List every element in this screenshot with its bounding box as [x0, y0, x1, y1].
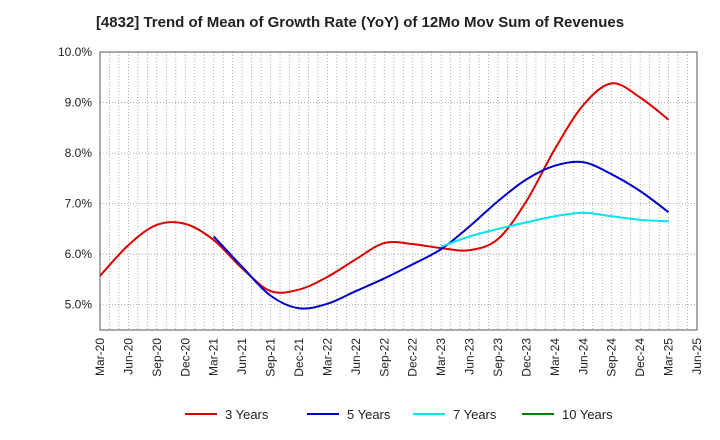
x-tick-label: Jun-24 — [576, 338, 590, 375]
y-tick-label: 8.0% — [65, 146, 93, 160]
axis-layer: 5.0% 6.0% 7.0% 8.0% 9.0% 10.0% Mar-20 Jun-20 Sep… — [58, 45, 704, 377]
series-line-3-years — [99, 82, 670, 294]
x-tick-label: Mar-24 — [548, 338, 562, 376]
grid-layer — [99, 51, 698, 330]
y-tick-label: 9.0% — [65, 96, 93, 110]
x-tick-label: Jun-23 — [463, 338, 477, 375]
y-tick-label: 10.0% — [58, 45, 92, 59]
x-tick-label: Dec-24 — [633, 338, 647, 377]
x-tick-label: Jun-20 — [121, 338, 135, 375]
legend-label-3-years: 3 Years — [225, 407, 269, 422]
x-tick-label: Dec-20 — [178, 338, 192, 377]
series-layer — [99, 82, 670, 310]
x-tick-label: Jun-21 — [235, 338, 249, 375]
x-tick-label: Mar-20 — [93, 338, 107, 376]
x-tick-label: Mar-23 — [434, 338, 448, 376]
series-line-7-years — [440, 211, 669, 248]
legend-label-10-years: 10 Years — [562, 407, 613, 422]
x-tick-label: Sep-22 — [377, 338, 391, 377]
series-line-5-years — [212, 160, 670, 310]
legend: 3 Years 5 Years 7 Years 10 Years — [185, 407, 613, 422]
legend-label-5-years: 5 Years — [347, 407, 391, 422]
y-tick-label: 6.0% — [65, 247, 93, 261]
x-tick-label: Jun-25 — [690, 338, 704, 375]
y-tick-label: 5.0% — [65, 298, 93, 312]
x-tick-label: Jun-22 — [349, 338, 363, 375]
legend-label-7-years: 7 Years — [453, 407, 497, 422]
x-tick-label: Sep-24 — [605, 338, 619, 377]
x-tick-label: Sep-23 — [491, 338, 505, 377]
x-tick-label: Mar-21 — [207, 338, 221, 376]
x-tick-label: Mar-22 — [320, 338, 334, 376]
x-tick-label: Sep-20 — [150, 338, 164, 377]
x-tick-label: Sep-21 — [264, 338, 278, 377]
plot-frame — [99, 51, 698, 331]
x-tick-label: Mar-25 — [662, 338, 676, 376]
x-tick-label: Dec-22 — [406, 338, 420, 377]
x-tick-label: Dec-21 — [292, 338, 306, 377]
y-tick-label: 7.0% — [65, 197, 93, 211]
chart-title: [4832] Trend of Mean of Growth Rate (YoY… — [95, 14, 625, 31]
x-tick-label: Dec-23 — [519, 338, 533, 377]
